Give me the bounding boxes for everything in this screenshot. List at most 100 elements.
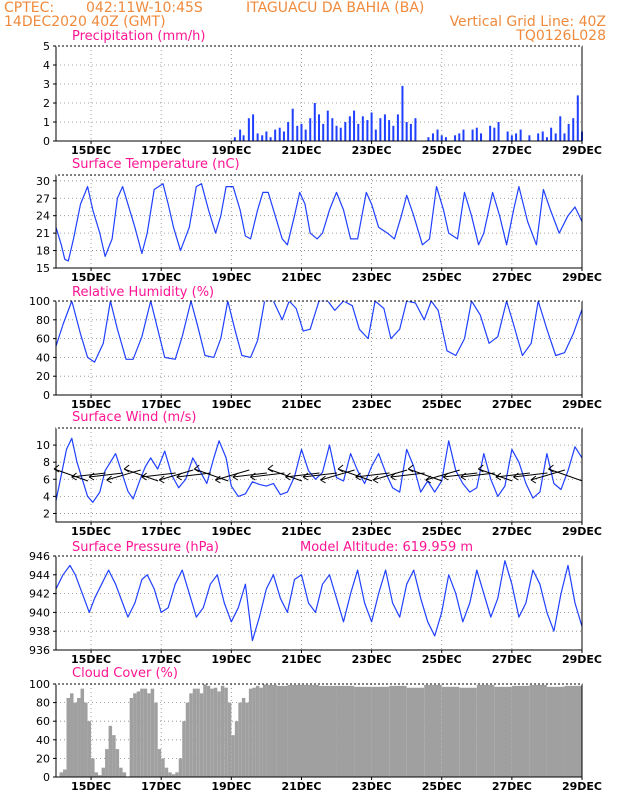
cloud-bar <box>441 686 460 777</box>
precip-bar <box>559 116 562 141</box>
x-tick-label: 19DEC <box>211 653 251 666</box>
wind-arrow-shaft <box>302 472 338 478</box>
wind-arrow <box>495 472 530 481</box>
wind-arrow-shaft <box>159 469 194 481</box>
precip-bar <box>409 123 412 141</box>
cloud-bar <box>203 684 207 777</box>
y-tick-label: 80 <box>36 314 50 327</box>
wind-arrow-head <box>407 464 414 473</box>
wind-arrow-shaft <box>408 468 443 482</box>
precip-bar <box>493 127 496 141</box>
precip-bar <box>392 125 395 141</box>
wind-arrow-shaft <box>232 472 267 478</box>
wind-arrow-head <box>442 472 449 481</box>
precip-bar <box>287 122 290 141</box>
cloud-bar <box>150 688 155 777</box>
x-tick-label: 21DEC <box>281 653 321 666</box>
wind-arrow <box>460 472 495 481</box>
cloud-bar <box>259 687 263 777</box>
precipitation-panel: Precipitation (mm/h) 0 1 2 3 4 5 15DEC 17DEC 19DE… <box>43 29 602 157</box>
wind-arrow-shaft <box>250 472 285 478</box>
cloud-bar <box>66 697 71 777</box>
cloud-bar <box>98 775 102 777</box>
wind-arrow <box>106 469 141 484</box>
cloud-bar <box>406 687 425 777</box>
cloud-bar <box>255 685 260 777</box>
cloud-bar <box>63 769 67 777</box>
wind-arrow-shaft <box>372 469 408 481</box>
cloud-bar <box>210 688 214 777</box>
precip-bar <box>374 129 377 141</box>
x-tick-label: 27DEC <box>492 780 532 793</box>
cloud-bar <box>231 735 235 777</box>
cloud-bar <box>154 702 158 777</box>
wind-arrow-head <box>193 464 200 473</box>
cloud-bar <box>122 772 127 777</box>
precip-bar <box>335 125 338 141</box>
precip-bar <box>379 118 382 141</box>
y-tick-label: 6 <box>43 473 50 486</box>
y-tick-label: 21 <box>36 227 50 240</box>
wind-arrow <box>425 469 460 484</box>
wind-arrow <box>478 464 513 482</box>
precip-bar <box>567 123 570 141</box>
precip-bar <box>475 127 478 141</box>
panel-title: Relative Humidity (%) <box>72 285 214 300</box>
cloud-bar <box>529 684 547 777</box>
precip-bar <box>261 135 264 141</box>
precip-bar <box>339 127 342 141</box>
wind-arrow-shaft <box>71 472 106 478</box>
y-tick-label: 18 <box>36 245 50 258</box>
cloud-bar <box>248 688 253 777</box>
x-tick-label: 15DEC <box>71 525 111 538</box>
x-tick-label: 17DEC <box>141 780 181 793</box>
pressure-panel: Surface Pressure (hPa) Model Altitude: 61… <box>29 540 602 666</box>
cloud-bar <box>371 686 390 777</box>
precip-bar <box>563 133 566 141</box>
wind-arrow <box>513 472 548 481</box>
cloud-bar <box>354 686 372 777</box>
wind-arrow-shaft <box>89 472 124 478</box>
x-tick-label: 27DEC <box>492 398 532 411</box>
wind-arrow-shaft <box>141 472 176 478</box>
y-tick-label: 60 <box>36 715 50 728</box>
precip-bar <box>388 120 391 141</box>
rh-series-line <box>55 300 583 363</box>
cloud-bar <box>129 697 134 777</box>
y-tick-label: 30 <box>36 175 50 188</box>
y-tick-label: 946 <box>29 550 50 563</box>
y-tick-label: 20 <box>36 370 50 383</box>
wind-arrow-head <box>478 464 484 473</box>
y-tick-label: 0 <box>43 135 50 148</box>
x-tick-label: 29DEC <box>562 780 602 793</box>
x-tick-label: 19DEC <box>211 780 251 793</box>
precip-bar <box>431 133 434 141</box>
precip-bar <box>440 135 443 141</box>
cloud-bar <box>84 702 88 777</box>
x-tick-label: 19DEC <box>211 271 251 284</box>
wind-arrow-head <box>372 475 379 484</box>
wind-arrow-head <box>123 464 130 473</box>
precip-bar <box>269 137 272 141</box>
cloud-bar <box>276 685 288 777</box>
precip-bar <box>545 137 548 141</box>
wind-arrow <box>442 472 478 481</box>
precip-bar <box>383 114 386 141</box>
precip-bar <box>537 133 540 141</box>
cloud-bar <box>59 772 64 777</box>
precip-bar <box>471 129 474 141</box>
y-tick-label: 0 <box>43 389 50 402</box>
wind-arrow-head <box>267 464 274 473</box>
temp-series-line <box>55 183 583 262</box>
precip-bar <box>436 129 439 141</box>
y-tick-label: 1 <box>43 116 50 129</box>
y-tick-label: 938 <box>29 625 50 638</box>
x-tick-label: 15DEC <box>71 144 111 157</box>
wind-arrow-shaft <box>215 469 250 481</box>
y-tick-label: 4 <box>43 59 50 72</box>
precip-bar <box>366 120 369 141</box>
x-tick-label: 29DEC <box>562 398 602 411</box>
precip-bar <box>454 135 457 141</box>
panel-frame <box>55 174 583 269</box>
wind-arrow <box>390 472 425 481</box>
